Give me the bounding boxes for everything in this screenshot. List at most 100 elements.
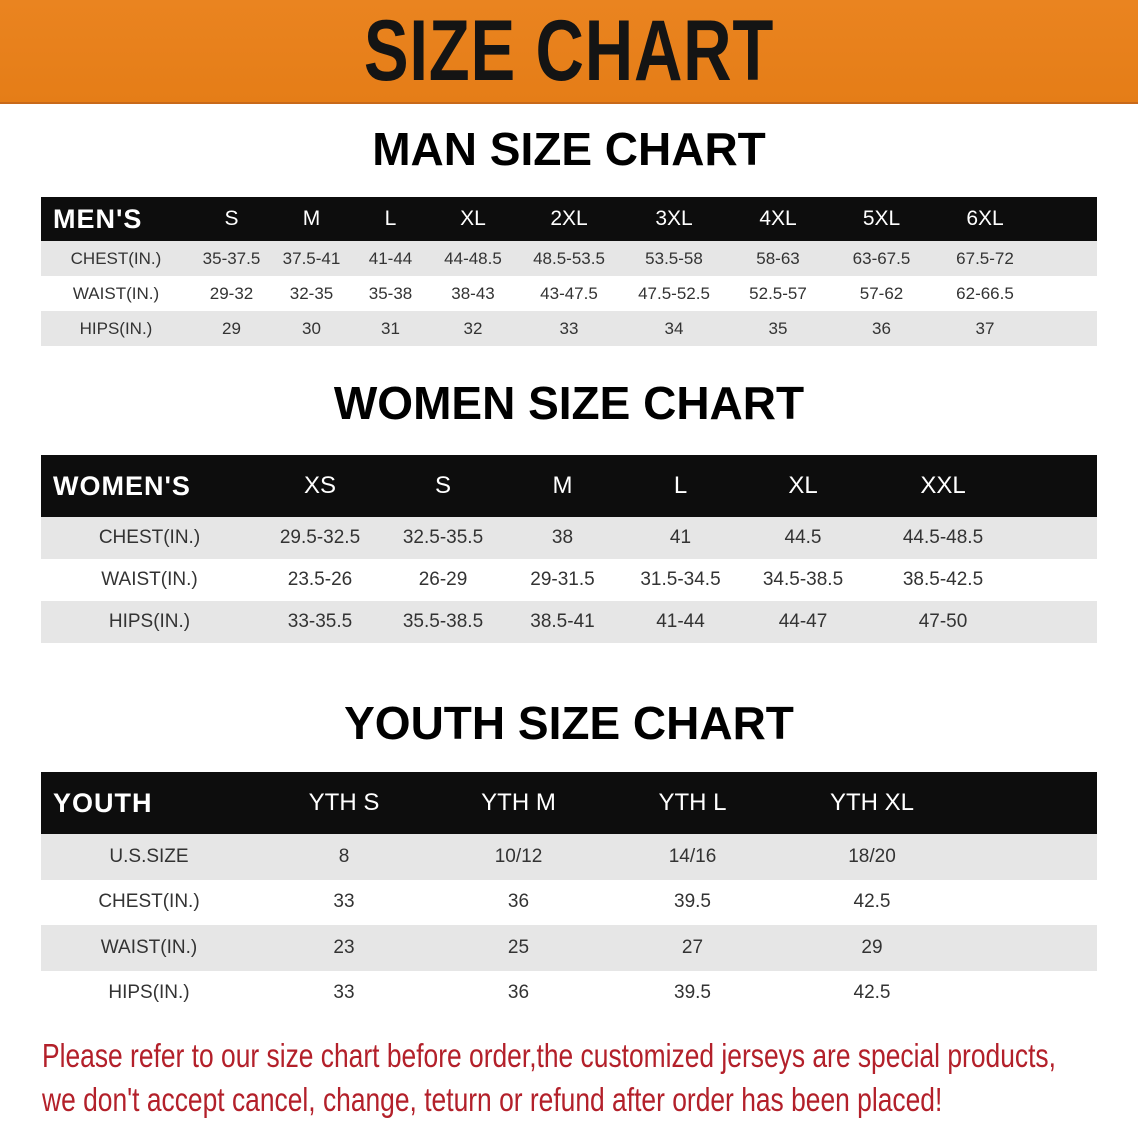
table-cell: 18/20 [848,845,896,867]
table-cell: 34 [664,318,684,338]
table-cell: XS [303,472,336,499]
youth-section-title: YOUTH SIZE CHART [344,697,794,749]
row-label: WOMEN'S [53,470,191,501]
table-cell: 39.5 [674,982,711,1004]
table-cell: 41-44 [368,248,413,268]
row-label: YOUTH [53,787,153,818]
table-cell: 6XL [966,207,1004,230]
table-cell: 35-37.5 [202,248,261,268]
table-cell: 33 [333,982,355,1004]
table-cell: 8 [338,845,350,867]
table-cell: 26-29 [418,569,468,590]
banner-title: SIZE CHART [363,2,775,99]
table-cell: 48.5-53.5 [533,248,605,268]
table-row: WAIST(IN.) 23.5-26 26-29 29-31.5 31.5-34.5 34… [41,559,1097,601]
table-cell: 27 [681,936,704,958]
table-cell: 37 [975,318,995,338]
table-cell: S [224,207,239,230]
row-label: HIPS(IN.) [108,982,190,1004]
table-cell: 33-35.5 [287,611,353,632]
table-row: U.S.SIZE 8 10/12 14/16 18/20 [41,834,1097,880]
table-cell: 67.5-72 [956,248,1014,268]
table-cell: 10/12 [494,845,543,867]
row-label: CHEST(IN.) [98,527,201,548]
table-cell: 47.5-52.5 [638,283,710,303]
table-cell: XL [788,472,818,499]
table-cell: 41-44 [656,611,705,632]
table-cell: 35.5-38.5 [402,611,484,632]
women-section-title: WOMEN SIZE CHART [333,377,805,429]
table-row: HIPS(IN.) 29 30 31 32 33 34 35 36 37 [41,311,1097,346]
row-label: WAIST(IN.) [101,569,198,590]
table-cell: 23 [333,936,355,958]
table-cell: 38.5-42.5 [902,569,984,590]
table-cell: 25 [507,936,530,958]
table-cell: 42.5 [853,982,891,1004]
table-cell: 38.5-41 [530,611,595,632]
table-cell: M [302,207,321,230]
table-cell: 32.5-35.5 [402,527,484,548]
table-cell: 29 [861,936,883,958]
row-label: HIPS(IN.) [108,611,191,632]
table-cell: 31.5-34.5 [640,569,721,590]
table-cell: S [434,472,451,499]
table-row: WAIST(IN.) 29-32 32-35 35-38 38-43 43-47.5 47.… [41,276,1097,311]
table-cell: 34.5-38.5 [762,569,844,590]
table-cell: L [673,472,688,499]
table-cell: 52.5-57 [749,283,807,303]
table-cell: 43-47.5 [540,283,598,303]
table-cell: XL [460,207,486,230]
table-cell: 32-35 [289,283,334,303]
table-cell: 36 [507,982,530,1004]
table-cell: YTH M [481,789,556,816]
table-cell: 63-67.5 [852,248,911,268]
table-cell: 32 [463,318,483,338]
row-label: CHEST(IN.) [98,891,200,913]
table-cell: 44.5 [784,527,822,548]
table-header-row: YOUTH YTH S YTH M YTH L YTH XL [41,772,1097,834]
table-cell: 3XL [655,207,693,230]
size-chart-banner: SIZE CHART [0,0,1138,104]
table-cell: 44-47 [778,611,828,632]
table-cell: YTH S [308,789,380,816]
table-row: CHEST(IN.) 29.5-32.5 32.5-35.5 38 41 44.5 44.5… [41,517,1097,559]
youth-size-table: YOUTH YTH S YTH M YTH L YTH XL U.S.SIZE 8 10/12… [41,772,1097,1016]
row-label: HIPS(IN.) [79,318,153,338]
table-cell: 29-32 [209,283,254,303]
table-cell: 62-66.5 [956,283,1014,303]
table-cell: 41 [669,527,692,548]
table-cell: 36 [507,891,530,913]
table-cell: 57-62 [859,283,904,303]
order-note-line-1: Please refer to our size chart before or… [42,1037,1056,1074]
table-row: HIPS(IN.) 33-35.5 35.5-38.5 38.5-41 41-44 44-… [41,601,1097,643]
table-cell: 42.5 [853,891,891,913]
men-size-table: MEN'S S M L XL 2XL 3XL 4XL 5XL 6XL CHEST(IN.) 35-37… [41,197,1097,346]
table-cell: 4XL [759,207,797,230]
table-cell: 35 [768,318,788,338]
table-cell: 39.5 [674,891,711,913]
table-cell: 2XL [550,207,588,230]
table-cell: YTH L [658,789,727,816]
table-row: WAIST(IN.) 23 25 27 29 [41,925,1097,971]
table-cell: 5XL [862,207,901,230]
row-label: CHEST(IN.) [70,248,162,268]
table-cell: 31 [381,318,400,338]
table-cell: 33 [333,891,355,913]
table-cell: 47-50 [918,611,968,632]
women-size-table: WOMEN'S XS S M L XL XXL CHEST(IN.) 29.5-32.5 32.5… [41,455,1097,643]
table-cell: 53.5-58 [645,248,703,268]
table-cell: 38 [551,527,574,548]
table-cell: 30 [302,318,321,338]
row-label: WAIST(IN.) [100,936,198,958]
table-cell: 38-43 [451,283,495,303]
table-cell: 23.5-26 [287,569,353,590]
table-cell: 35-38 [368,283,413,303]
table-cell: 58-63 [756,248,800,268]
table-header-row: MEN'S S M L XL 2XL 3XL 4XL 5XL 6XL [41,197,1097,241]
table-row: HIPS(IN.) 33 36 39.5 42.5 [41,970,1097,1016]
table-header-row: WOMEN'S XS S M L XL XXL [41,455,1097,517]
row-label: U.S.SIZE [109,845,189,867]
table-cell: 33 [559,318,579,338]
table-cell: 36 [872,318,891,338]
table-cell: YTH XL [829,789,915,816]
